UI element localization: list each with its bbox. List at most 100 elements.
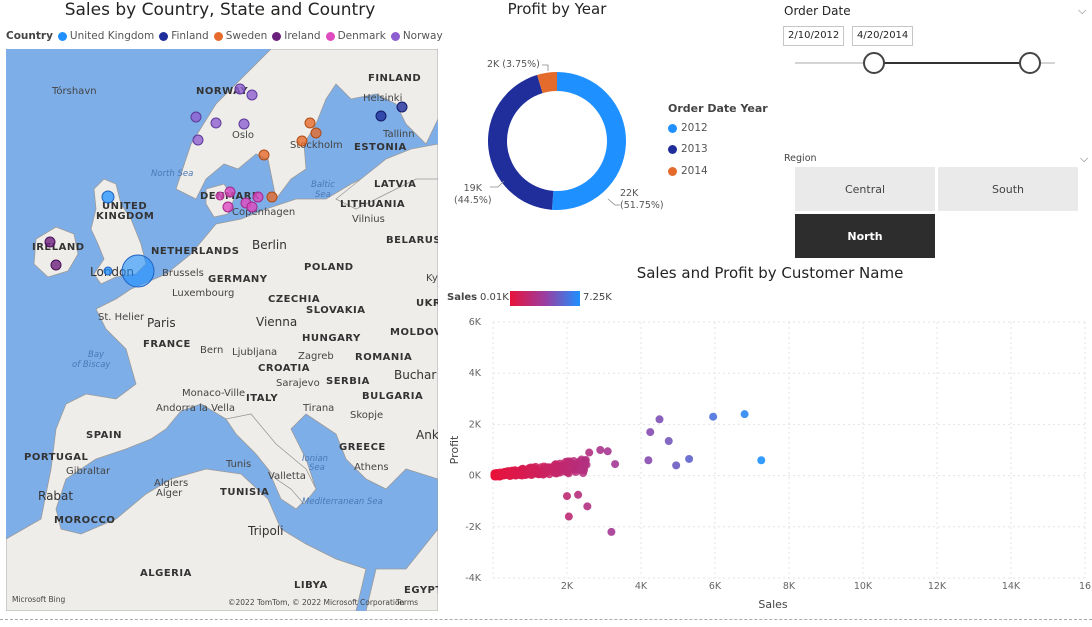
donut-legend-item[interactable]: 2012 <box>668 122 708 134</box>
bubble-denmark[interactable] <box>246 201 258 213</box>
donut-slice-2013[interactable] <box>488 74 554 210</box>
legend-dot <box>272 31 282 41</box>
scatter-point[interactable] <box>757 456 766 465</box>
map-svg[interactable]: Tórshavn NORWAY FINLAND Helsinki Oslo Ta… <box>6 49 438 611</box>
bubble-sweden[interactable] <box>296 135 308 147</box>
scatter-points[interactable] <box>490 410 766 536</box>
donut-slice-2012[interactable] <box>551 72 626 211</box>
donut-chart[interactable] <box>470 55 650 225</box>
end-date-input[interactable]: 4/20/2014 <box>852 26 914 46</box>
scatter-point[interactable] <box>603 447 612 456</box>
scatter-point[interactable] <box>672 461 681 470</box>
chevron-down-icon[interactable]: ⌵ <box>1080 152 1089 165</box>
donut-label-value: 22K <box>620 188 639 199</box>
scatter-point[interactable] <box>644 456 653 465</box>
bubble-sweden[interactable] <box>304 117 316 129</box>
bubble-uk[interactable] <box>103 266 113 276</box>
scatter-point[interactable] <box>579 469 588 478</box>
bubble-sweden[interactable] <box>258 149 270 161</box>
bubble-denmark[interactable] <box>252 191 264 203</box>
legend-dot <box>325 31 335 41</box>
scatter-point[interactable] <box>740 410 749 419</box>
scatter-point[interactable] <box>559 461 568 470</box>
start-date-input[interactable]: 2/10/2012 <box>783 26 845 46</box>
label-zagreb: Zagreb <box>298 351 334 362</box>
scatter-point[interactable] <box>607 527 616 536</box>
region-slicer-title: Region <box>784 153 817 164</box>
bubble-uk[interactable] <box>101 190 115 204</box>
donut-slice-2014[interactable] <box>537 72 557 94</box>
bubble-finland[interactable] <box>375 110 387 122</box>
donut-slices[interactable] <box>488 72 626 211</box>
scatter-point[interactable] <box>585 448 594 457</box>
bubble-ireland[interactable] <box>44 236 56 248</box>
date-slicer-title: Order Date <box>784 4 851 18</box>
scatter-point[interactable] <box>508 468 517 477</box>
x-tick-label: 12K <box>928 581 947 592</box>
bubble-norway[interactable] <box>238 118 250 130</box>
scatter-point[interactable] <box>563 468 572 477</box>
legend-item-label: Finland <box>171 30 209 42</box>
donut-legend-item[interactable]: 2014 <box>668 165 708 177</box>
label-vilnius: Vilnius <box>352 214 385 225</box>
legend-item[interactable]: United Kingdom <box>57 30 154 42</box>
bubble-finland[interactable] <box>396 101 408 113</box>
bubble-ireland[interactable] <box>50 259 62 271</box>
bubble-denmark[interactable] <box>224 186 236 198</box>
scatter-chart[interactable]: -4K -2K 0K 2K 4K 6K 2K 4K 6K 8K 10K 12K 14K 16 Sales… <box>440 310 1092 615</box>
bubble-uk-london[interactable] <box>121 254 155 288</box>
legend-item[interactable]: Finland <box>159 30 209 42</box>
bubble-denmark[interactable] <box>222 201 234 213</box>
scatter-point[interactable] <box>574 490 583 499</box>
label-monaco: Monaco-Ville <box>182 388 245 399</box>
region-tile-south[interactable]: South <box>938 167 1078 211</box>
region-tile-north[interactable]: North <box>795 214 935 258</box>
label-algiers: Algiers <box>154 478 188 489</box>
date-slider-end-handle[interactable] <box>1019 52 1041 74</box>
scatter-point[interactable] <box>541 467 550 476</box>
chevron-down-icon[interactable]: ⌵ <box>1078 4 1087 17</box>
date-slider-start-handle[interactable] <box>863 52 885 74</box>
page-bottom-divider <box>0 619 1092 620</box>
scatter-point[interactable] <box>709 412 718 421</box>
label-uk: UNITED <box>102 201 147 212</box>
scatter-point[interactable] <box>569 460 578 469</box>
terms-link[interactable]: Terms <box>395 598 418 607</box>
label-brussels: Brussels <box>162 268 204 279</box>
x-tick-label: 6K <box>709 581 722 592</box>
bubble-norway[interactable] <box>192 134 204 146</box>
region-tile-central[interactable]: Central <box>795 167 935 211</box>
scatter-point[interactable] <box>528 468 537 477</box>
bubble-norway[interactable] <box>246 89 258 101</box>
scatter-point[interactable] <box>685 454 694 463</box>
legend-item[interactable]: Ireland <box>272 30 321 42</box>
scatter-point[interactable] <box>563 492 571 501</box>
scatter-point[interactable] <box>655 415 664 424</box>
bubble-norway[interactable] <box>210 117 222 129</box>
scatter-point[interactable] <box>499 471 508 480</box>
label-stockholm: Stockholm <box>290 140 343 151</box>
italy-land <box>225 413 317 505</box>
bubble-norway[interactable] <box>234 83 246 95</box>
scatter-point[interactable] <box>583 502 592 511</box>
bubble-denmark[interactable] <box>215 191 225 201</box>
label-rabat: Rabat <box>38 489 73 503</box>
map-bubbles[interactable] <box>44 83 408 288</box>
scatter-point[interactable] <box>552 467 561 476</box>
scatter-point[interactable] <box>664 437 673 446</box>
scatter-point[interactable] <box>564 512 573 521</box>
legend-item[interactable]: Sweden <box>213 30 267 42</box>
bubble-sweden[interactable] <box>310 127 322 139</box>
scatter-point[interactable] <box>581 455 590 464</box>
legend-item[interactable]: Denmark <box>325 30 386 42</box>
legend-item[interactable]: Norway <box>390 30 443 42</box>
scatter-point[interactable] <box>646 428 655 437</box>
scatter-point[interactable] <box>596 446 605 454</box>
map-canvas[interactable]: Tórshavn NORWAY FINLAND Helsinki Oslo Ta… <box>6 49 438 611</box>
scatter-point[interactable] <box>611 460 620 469</box>
bubble-norway[interactable] <box>190 111 202 123</box>
bubble-sweden[interactable] <box>266 191 278 203</box>
donut-label-value: 19K <box>463 183 482 194</box>
donut-legend-item[interactable]: 2013 <box>668 143 708 155</box>
label-torshavn: Tórshavn <box>51 85 97 97</box>
